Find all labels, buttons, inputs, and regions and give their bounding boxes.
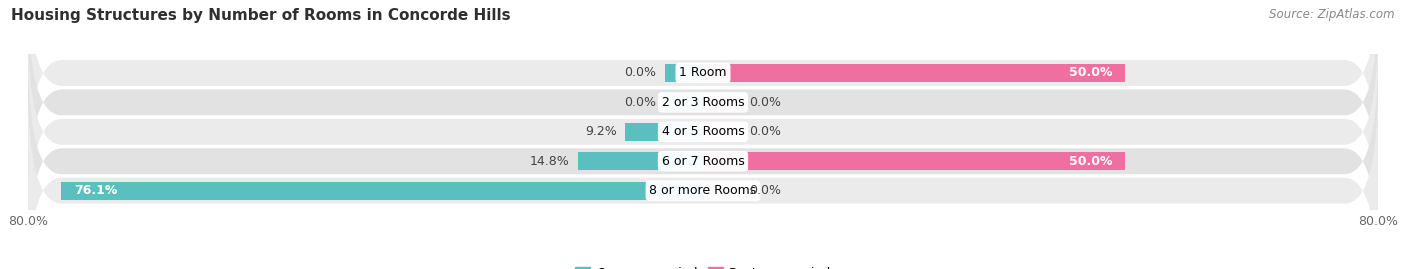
Legend: Owner-occupied, Renter-occupied: Owner-occupied, Renter-occupied	[569, 262, 837, 269]
Bar	[626, 123, 703, 141]
Text: 0.0%: 0.0%	[749, 125, 782, 138]
Bar	[703, 64, 1125, 82]
Text: 0.0%: 0.0%	[749, 184, 782, 197]
Text: 1 Room: 1 Room	[679, 66, 727, 79]
Text: 0.0%: 0.0%	[624, 66, 657, 79]
Bar	[578, 152, 703, 170]
Text: 8 or more Rooms: 8 or more Rooms	[650, 184, 756, 197]
Bar	[665, 93, 703, 111]
Text: Source: ZipAtlas.com: Source: ZipAtlas.com	[1270, 8, 1395, 21]
Text: 50.0%: 50.0%	[1069, 66, 1112, 79]
Text: 50.0%: 50.0%	[1069, 155, 1112, 168]
Text: 4 or 5 Rooms: 4 or 5 Rooms	[662, 125, 744, 138]
Bar	[60, 182, 703, 200]
Text: Housing Structures by Number of Rooms in Concorde Hills: Housing Structures by Number of Rooms in…	[11, 8, 510, 23]
Bar	[665, 64, 703, 82]
FancyBboxPatch shape	[28, 86, 1378, 269]
Text: 2 or 3 Rooms: 2 or 3 Rooms	[662, 96, 744, 109]
Text: 0.0%: 0.0%	[624, 96, 657, 109]
FancyBboxPatch shape	[28, 27, 1378, 237]
Text: 76.1%: 76.1%	[73, 184, 117, 197]
Text: 6 or 7 Rooms: 6 or 7 Rooms	[662, 155, 744, 168]
Text: 9.2%: 9.2%	[585, 125, 617, 138]
Text: 14.8%: 14.8%	[530, 155, 569, 168]
Bar	[703, 152, 1125, 170]
Text: 0.0%: 0.0%	[749, 96, 782, 109]
Bar	[703, 93, 741, 111]
Bar	[703, 123, 741, 141]
FancyBboxPatch shape	[28, 0, 1378, 207]
FancyBboxPatch shape	[28, 0, 1378, 178]
FancyBboxPatch shape	[28, 56, 1378, 266]
Bar	[703, 182, 741, 200]
